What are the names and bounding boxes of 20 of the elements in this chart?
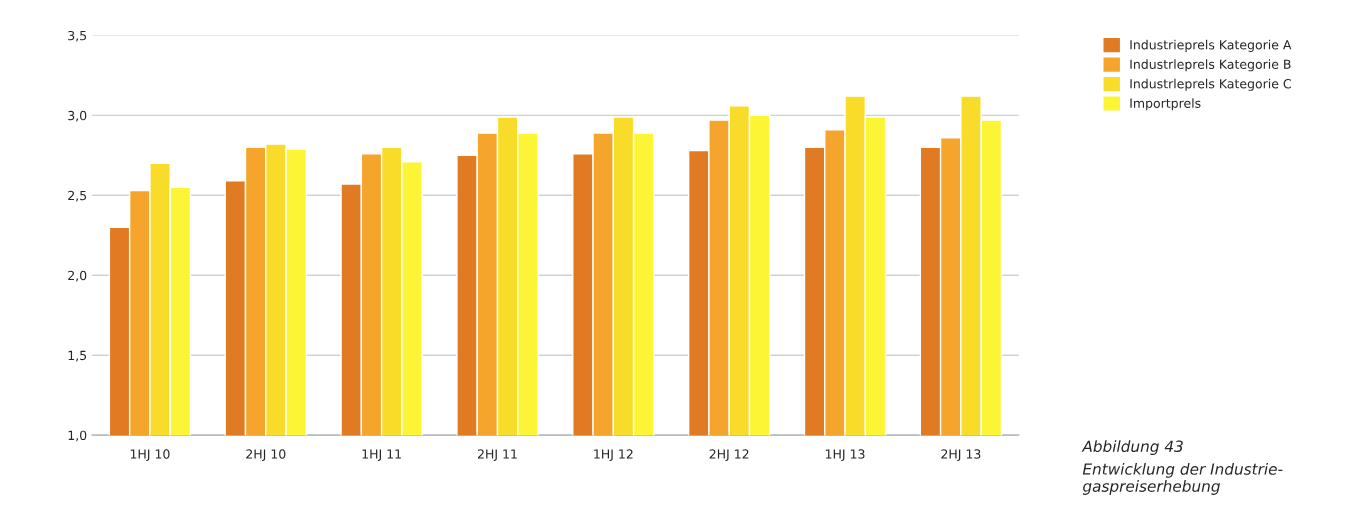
x-tick-label: 1HJ 12	[594, 449, 633, 462]
text: Abbildung 43	[1081, 440, 1183, 456]
x-tick-label: 2HJ 11	[477, 449, 517, 462]
x-tick-label: 1HJ 11	[362, 449, 401, 462]
x-tick-label: 1HJ 10	[130, 449, 170, 462]
y-tick-label: 1,0	[68, 430, 87, 442]
y-tick-label: 1,5	[68, 350, 87, 362]
legend-label: Industrleprels Kategorie C	[1130, 78, 1291, 91]
legend-label: Importprels	[1130, 98, 1201, 111]
y-tick-label: 3,0	[68, 110, 87, 122]
legend-label: Industrleprels Kategorie B	[1130, 59, 1291, 72]
y-tick-label: 3,5	[68, 30, 87, 42]
x-tick-label: 2HJ 12	[709, 449, 749, 462]
x-tick-label: 1HJ 13	[825, 449, 865, 462]
x-tick-label: 2HJ 13	[941, 449, 981, 462]
legend-label: Industrieprels Kategorie A	[1130, 39, 1292, 52]
x-tick-label: 2HJ 10	[246, 449, 286, 462]
text: Entwicklung der Industrie- gaspreiserhebung	[1082, 462, 1283, 495]
y-tick-label: 2,0	[68, 270, 87, 282]
y-tick-label: 2,5	[68, 190, 87, 202]
